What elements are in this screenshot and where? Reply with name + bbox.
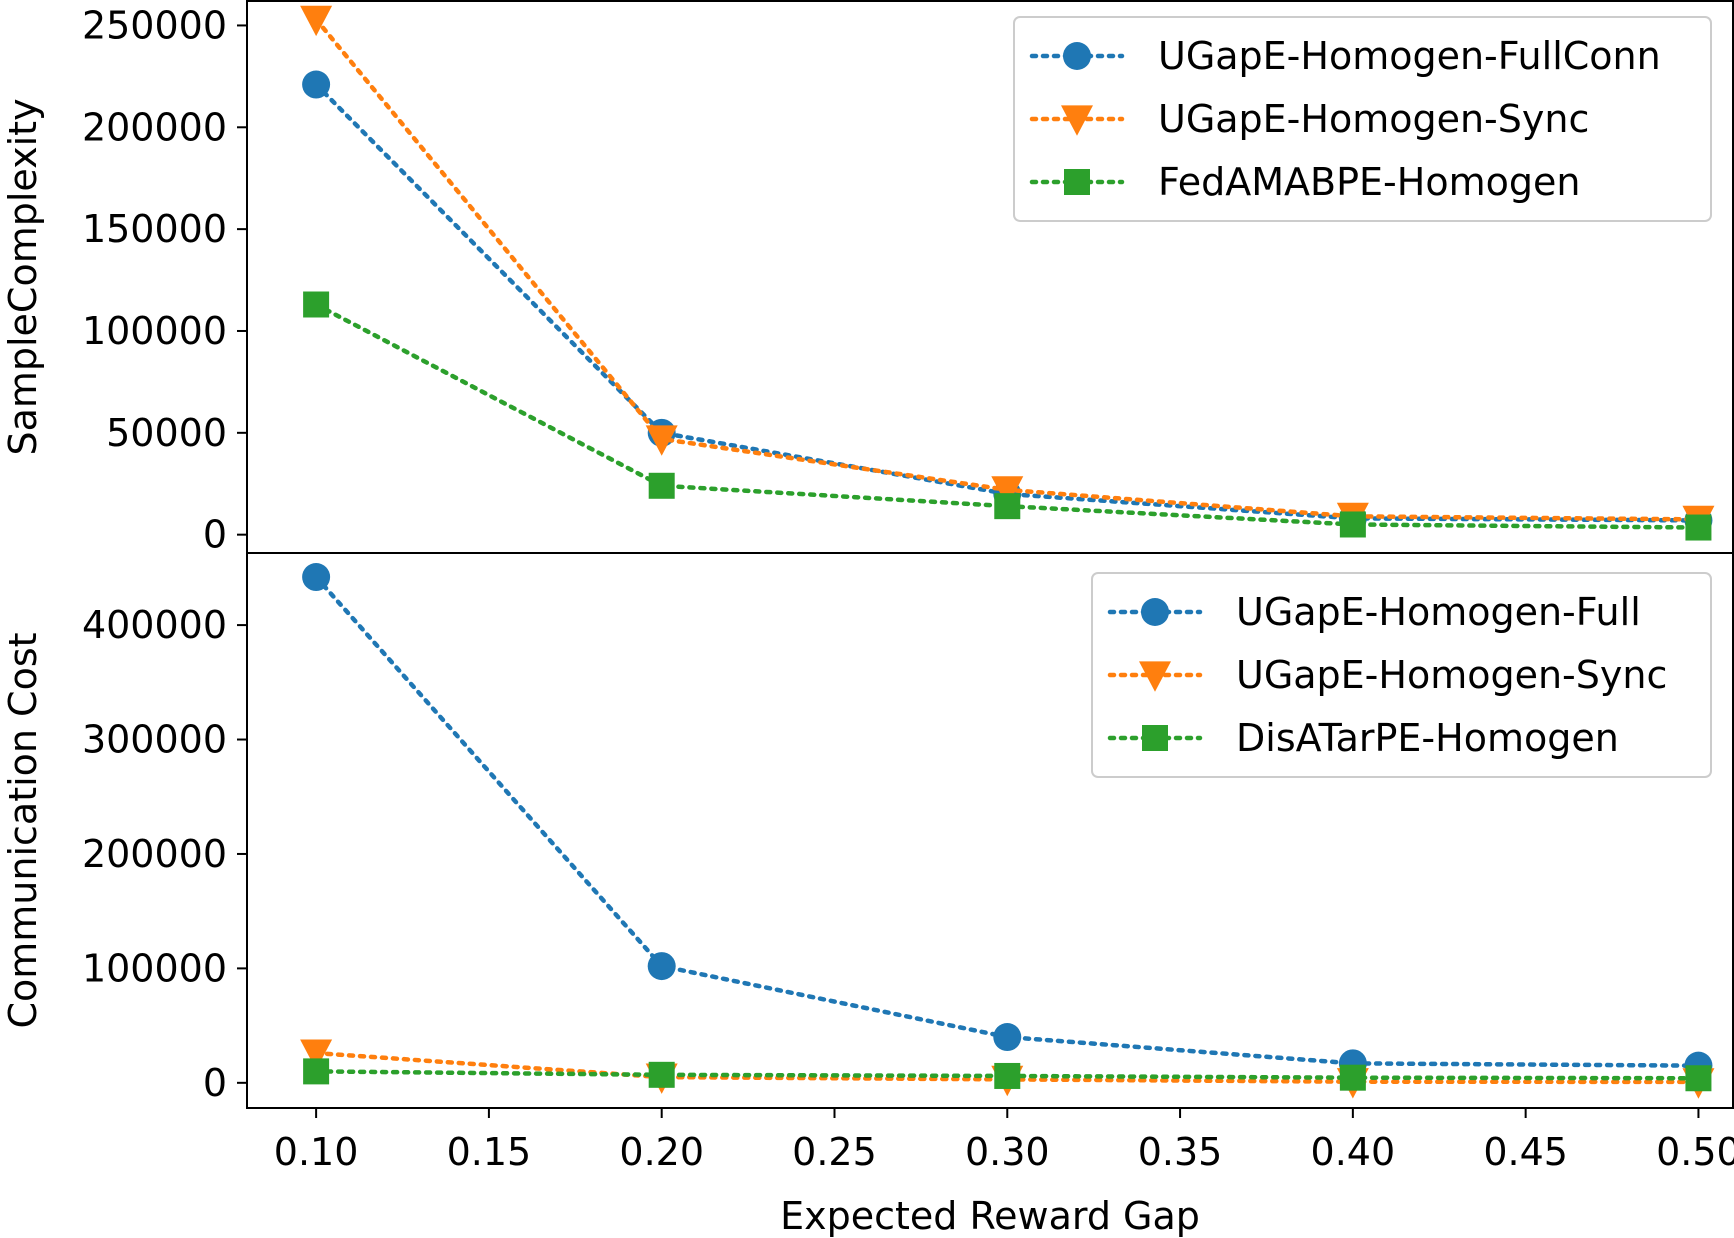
y-tick-label: 200000 xyxy=(82,105,227,149)
legend-entry: UGapE-Homogen-Sync xyxy=(1158,97,1589,141)
legend-entry: FedAMABPE-Homogen xyxy=(1158,160,1580,204)
x-tick-label: 0.40 xyxy=(1311,1130,1396,1174)
x-tick-label: 0.20 xyxy=(619,1130,704,1174)
x-tick-label: 0.50 xyxy=(1656,1130,1734,1174)
data-point xyxy=(1685,1065,1712,1092)
data-point xyxy=(648,1061,675,1088)
data-point xyxy=(991,476,1024,507)
communication-cost-panel: 0 100000 200000 300000 400000 0.10 0.15 0.20 0.2… xyxy=(1,552,1734,1238)
legend-marker xyxy=(1141,598,1169,626)
y-tick-label: 50000 xyxy=(106,411,227,455)
legend-entry: UGapE-Homogen-FullConn xyxy=(1158,34,1661,78)
legend-entry: UGapE-Homogen-Full xyxy=(1236,590,1641,634)
data-point xyxy=(302,70,331,99)
y-tick-label: 0 xyxy=(203,1061,227,1105)
data-point xyxy=(303,291,330,318)
data-point xyxy=(648,472,675,499)
y-tick-label: 200000 xyxy=(82,832,227,876)
y-axis-label: SampleComplexity xyxy=(1,98,45,455)
legend-marker xyxy=(1142,725,1168,751)
data-point xyxy=(1339,1064,1366,1091)
x-tick-label: 0.25 xyxy=(792,1130,877,1174)
legend-entry: DisATarPE-Homogen xyxy=(1236,716,1619,760)
legend-marker xyxy=(1061,105,1093,136)
sample-complexity-panel: 0 50000 100000 150000 200000 250000 SampleComp… xyxy=(1,0,1734,557)
legend-marker xyxy=(1063,42,1091,70)
data-point xyxy=(645,425,678,456)
data-point xyxy=(994,493,1021,520)
y-tick-label: 100000 xyxy=(82,309,227,353)
y-tick-label: 400000 xyxy=(82,603,227,647)
data-point xyxy=(302,563,331,592)
x-tick-label: 0.15 xyxy=(447,1130,532,1174)
data-point xyxy=(647,952,676,981)
data-point xyxy=(1685,514,1712,541)
legend-box xyxy=(1013,16,1712,222)
legend-marker xyxy=(1064,169,1090,195)
legend-box xyxy=(1091,572,1712,778)
series-FedAMABPE-Homogen xyxy=(303,291,1712,541)
x-tick-label: 0.35 xyxy=(1138,1130,1223,1174)
x-tick-label: 0.30 xyxy=(965,1130,1050,1174)
y-tick-label: 0 xyxy=(203,513,227,557)
data-point xyxy=(994,1062,1021,1089)
y-tick-label: 150000 xyxy=(82,207,227,251)
y-axis-label: Communication Cost xyxy=(1,632,45,1028)
data-point xyxy=(1339,511,1366,538)
data-point xyxy=(303,1058,330,1085)
series-UGapE-Homogen-Full xyxy=(302,563,1713,1080)
data-point xyxy=(300,1039,333,1070)
legend-entry: UGapE-Homogen-Sync xyxy=(1236,653,1667,697)
series-DisATarPE-Homogen xyxy=(303,1058,1712,1092)
x-tick-label: 0.45 xyxy=(1483,1130,1568,1174)
x-axis-label: Expected Reward Gap xyxy=(780,1194,1200,1238)
legend: UGapE-Homogen-Full UGapE-Homogen-Sync DisA… xyxy=(1091,572,1712,778)
y-tick-label: 300000 xyxy=(82,718,227,762)
legend: UGapE-Homogen-FullConn UGapE-Homogen-Sync… xyxy=(1013,16,1712,222)
y-tick-label: 250000 xyxy=(82,3,227,47)
legend-marker xyxy=(1139,661,1171,692)
y-tick-label: 100000 xyxy=(82,946,227,990)
axes-frame xyxy=(246,552,1734,1109)
x-tick-label: 0.10 xyxy=(274,1130,359,1174)
data-point xyxy=(993,1023,1022,1052)
data-point xyxy=(300,5,333,37)
